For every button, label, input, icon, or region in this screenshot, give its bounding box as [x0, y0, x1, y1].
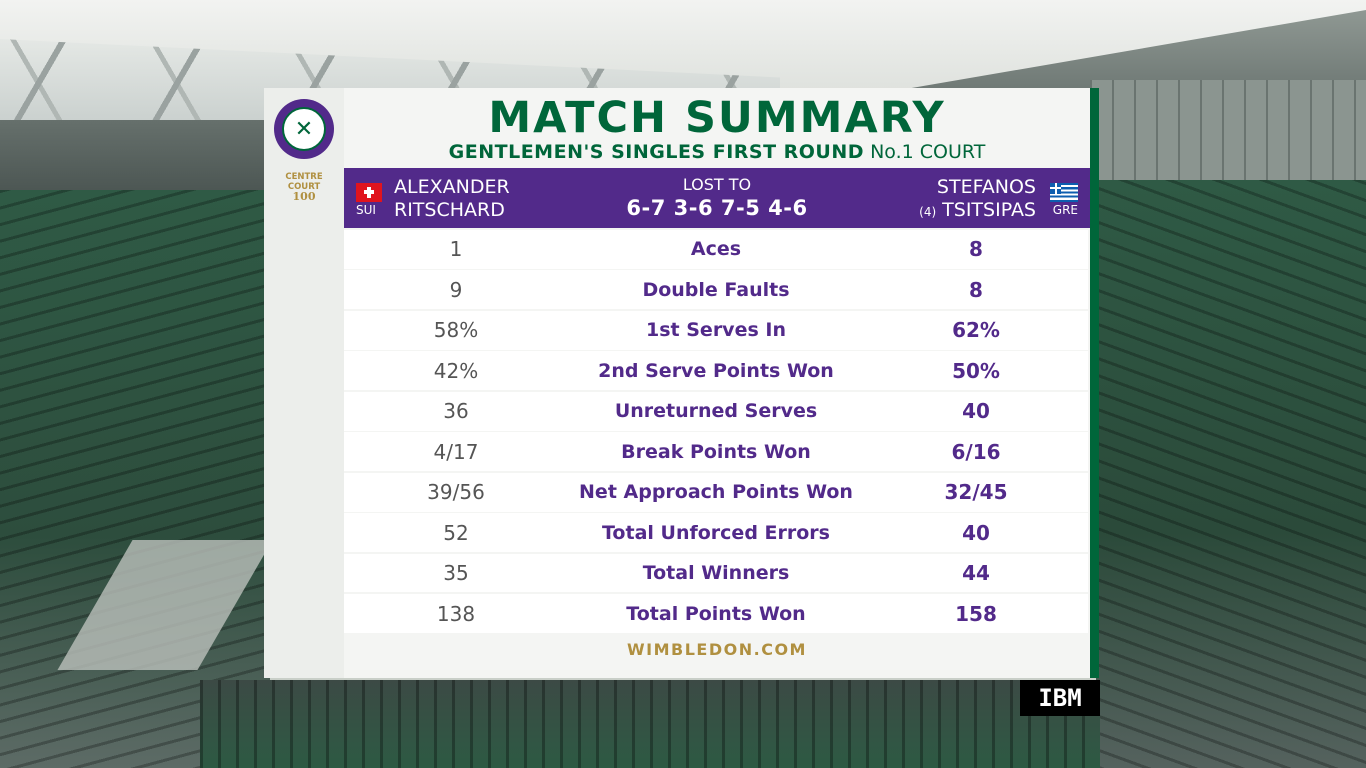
stat-row: 42% 2nd Serve Points Won 50% — [344, 351, 1088, 391]
player1-stat: 9 — [449, 277, 463, 302]
page-title: MATCH SUMMARY — [488, 93, 946, 143]
ibm-logo: IBM — [1020, 680, 1100, 716]
player1-stat: 39/56 — [427, 480, 485, 505]
result-label: LOST TO — [682, 175, 752, 194]
player1-country: SUI — [356, 203, 376, 217]
player2-seed: (4) — [919, 205, 937, 219]
logo-text-line: COURT — [287, 182, 321, 192]
player2-stat: 44 — [962, 561, 990, 586]
stand-right — [1096, 180, 1366, 768]
stand-left — [0, 190, 270, 768]
stat-label: Total Points Won — [626, 602, 806, 625]
stat-label: Break Points Won — [621, 440, 811, 463]
stat-row: 4/17 Break Points Won 6/16 — [344, 432, 1088, 472]
player2-first-name: STEFANOS — [936, 176, 1036, 198]
court-label: No.1 COURT — [870, 141, 986, 163]
sponsor-label: IBM — [1038, 684, 1082, 712]
stat-row: 35 Total Winners 44 — [344, 553, 1088, 593]
stadium-facade-right — [1090, 80, 1366, 190]
player2-last-name: TSITSIPAS — [942, 199, 1036, 221]
player2-stat: 158 — [955, 601, 997, 626]
player2-stat: 8 — [969, 237, 983, 262]
player1-stat: 58% — [433, 318, 479, 343]
panel-edge — [1090, 88, 1099, 678]
stand-bottom — [200, 680, 1100, 768]
stat-row: 9 Double Faults 8 — [344, 270, 1088, 310]
player1-first-name: ALEXANDER — [394, 176, 510, 198]
stat-label: 1st Serves In — [646, 319, 786, 342]
stat-row: 138 Total Points Won 158 — [344, 594, 1088, 633]
player2-stat: 50% — [952, 358, 1000, 383]
stat-row: 1 Aces 8 — [344, 230, 1088, 269]
player1-stat: 42% — [433, 358, 479, 383]
player2-stat: 40 — [962, 520, 990, 545]
match-result: LOST TO 6-7 3-6 7-5 4-6 — [567, 174, 867, 221]
player1-last-name: RITSCHARD — [394, 199, 505, 221]
round-label: GENTLEMEN'S SINGLES FIRST ROUND — [448, 141, 865, 163]
stat-label: Double Faults — [642, 278, 790, 301]
player1-stat: 1 — [449, 237, 463, 262]
wimbledon-logo: ✕ — [274, 99, 334, 159]
stat-row: 58% 1st Serves In 62% — [344, 310, 1088, 350]
player2-name: STEFANOS (4) TSITSIPAS — [919, 176, 1036, 224]
set-scores: 6-7 3-6 7-5 4-6 — [626, 196, 808, 220]
logo-text-line: CENTRE — [285, 172, 323, 182]
stat-label: Total Winners — [642, 562, 790, 585]
player2-stat: 62% — [952, 318, 1000, 343]
stat-label: Net Approach Points Won — [579, 481, 853, 504]
player2-country: GRE — [1052, 203, 1078, 217]
stat-label: Total Unforced Errors — [602, 521, 830, 544]
greek-flag-icon — [1050, 183, 1078, 202]
swiss-flag-icon — [356, 183, 382, 202]
player1-stat: 36 — [443, 399, 469, 424]
stat-row: 36 Unreturned Serves 40 — [344, 391, 1088, 431]
stat-label: Unreturned Serves — [614, 400, 818, 423]
crossed-rackets-icon: ✕ — [282, 107, 326, 151]
stat-row: 39/56 Net Approach Points Won 32/45 — [344, 472, 1088, 512]
player2-stat: 40 — [962, 399, 990, 424]
round-subtitle: GENTLEMEN'S SINGLES FIRST ROUND No.1 COU… — [344, 140, 1090, 164]
player1-stat: 52 — [443, 520, 469, 545]
player1-name: ALEXANDER RITSCHARD — [394, 176, 510, 222]
player2-stat: 6/16 — [951, 439, 1001, 464]
score-header: SUI ALEXANDER RITSCHARD LOST TO 6-7 3-6 … — [344, 168, 1090, 228]
player1-stat: 35 — [443, 561, 469, 586]
player1-stat: 4/17 — [433, 439, 479, 464]
player2-stat: 32/45 — [944, 480, 1008, 505]
centre-court-100-logo: CENTRE COURT 100 — [276, 172, 332, 202]
logo-text-line: 100 — [292, 190, 316, 203]
website-footer: WIMBLEDON.COM — [627, 640, 807, 659]
stat-row: 52 Total Unforced Errors 40 — [344, 513, 1088, 552]
player1-stat: 138 — [436, 601, 476, 626]
stats-table: 1 Aces 8 9 Double Faults 8 58% 1st Serve… — [344, 230, 1088, 635]
stadium-facade-left — [0, 120, 270, 195]
stat-label: Aces — [690, 238, 742, 261]
logo-strip — [264, 88, 344, 678]
stat-label: 2nd Serve Points Won — [598, 359, 834, 382]
player2-stat: 8 — [969, 277, 983, 302]
